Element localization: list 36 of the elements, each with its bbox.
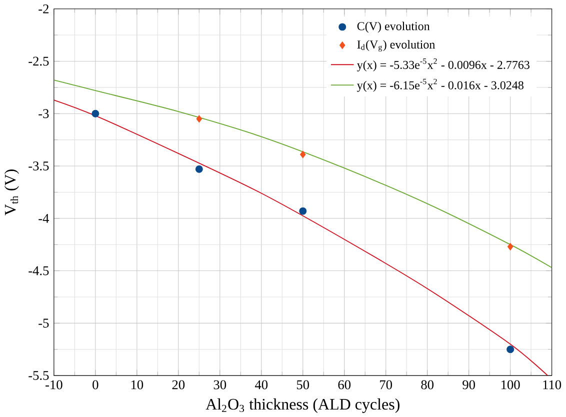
- x-tick-label: 60: [338, 380, 351, 390]
- y-tick-label: -2.5: [28, 56, 49, 66]
- x-tick-label: 110: [543, 380, 562, 390]
- point: [507, 242, 514, 250]
- x-tick-label: 80: [421, 380, 434, 390]
- x-tick-label: 70: [380, 380, 392, 390]
- point: [196, 114, 202, 122]
- x-tick-label: 30: [214, 380, 226, 390]
- y-tick-label: -5.5: [28, 370, 49, 380]
- legend-label: y(x) = -6.15e$^{-5}$x$^{2}$ - 0.016x - 3.0248: [357, 78, 524, 92]
- x-axis-title: Al$_{2}$O$_{3}$ thickness (ALD cycles): [206, 398, 400, 413]
- line-series: [54, 99, 548, 376]
- y-tick-label: -5: [38, 318, 49, 328]
- x-tick-label: 10: [131, 380, 144, 390]
- y-tick-label: -3.5: [28, 161, 49, 170]
- point: [506, 345, 514, 353]
- x-tick-label: 20: [172, 380, 185, 390]
- y-tick-label: -3: [38, 108, 49, 118]
- x-tick-label: 0: [92, 380, 98, 390]
- x-tick-label: 90: [462, 380, 475, 390]
- legend-label: I$_{d}$(V$_{g}$) evolution: [357, 40, 435, 52]
- y-axis-title: V$_{th}$ (V): [4, 169, 19, 216]
- x-tick-label: 40: [254, 380, 268, 390]
- y-tick-label: -2: [38, 4, 48, 14]
- line-series: [54, 79, 552, 268]
- y-tick-label: -4.5: [28, 266, 49, 276]
- legend-label: C(V) evolution: [357, 22, 430, 32]
- y-tick-label: -4: [38, 214, 50, 223]
- point: [195, 165, 203, 173]
- x-tick-label: 50: [296, 380, 310, 390]
- x-tick-label: -10: [46, 380, 62, 390]
- point: [300, 150, 306, 158]
- point: [299, 207, 307, 215]
- x-tick-label: 100: [501, 380, 520, 390]
- point: [92, 110, 100, 118]
- legend-label: y(x) = -5.33e$^{-5}$x$^{2}$ - 0.0096x - 2.7763: [357, 58, 530, 72]
